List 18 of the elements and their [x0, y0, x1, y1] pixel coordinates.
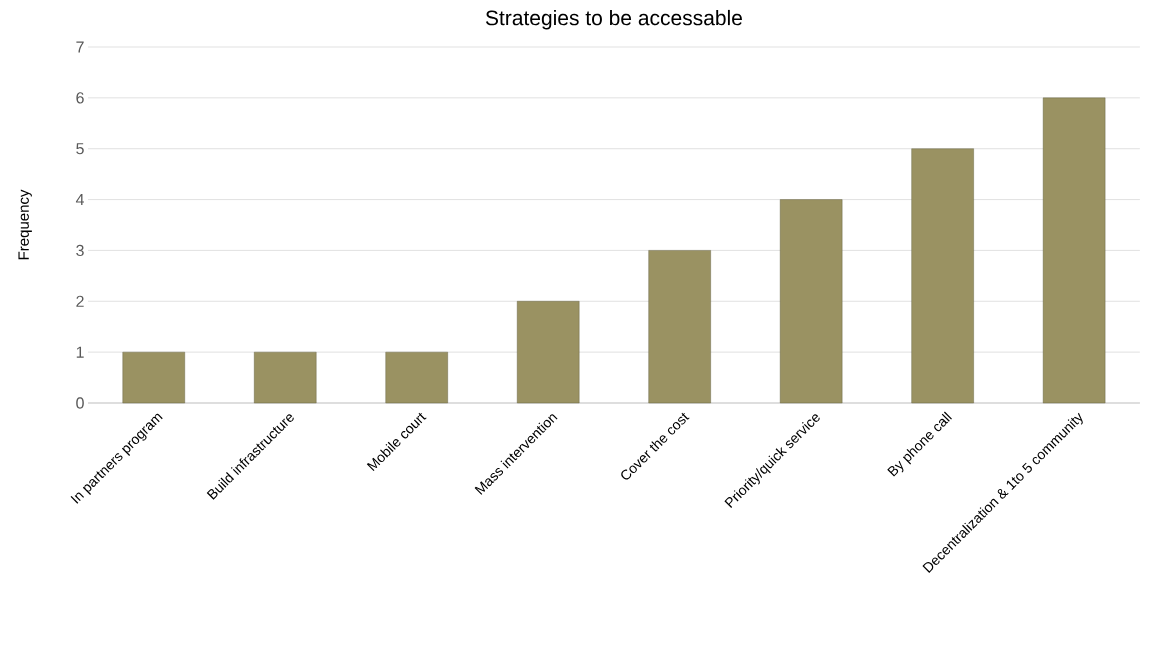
bar	[385, 351, 448, 404]
y-tick-label: 3	[76, 244, 84, 257]
y-tick-label: 7	[76, 41, 84, 53]
y-tick-label: 0	[76, 397, 84, 409]
y-tick-label: 6	[76, 92, 84, 104]
bar	[517, 301, 580, 404]
bar	[254, 351, 317, 404]
y-tick-label: 1	[76, 346, 84, 358]
bar	[779, 199, 843, 404]
y-tick-label: 5	[76, 143, 84, 155]
y-tick-label: 4	[75, 194, 84, 206]
y-axis-title: Frequency	[18, 189, 32, 260]
bar	[122, 351, 185, 404]
chart-title: Strategies to be accessable	[485, 9, 742, 30]
bar	[911, 148, 974, 404]
bar	[1042, 97, 1106, 404]
y-tick-label: 2	[76, 295, 84, 307]
bar	[648, 250, 711, 404]
